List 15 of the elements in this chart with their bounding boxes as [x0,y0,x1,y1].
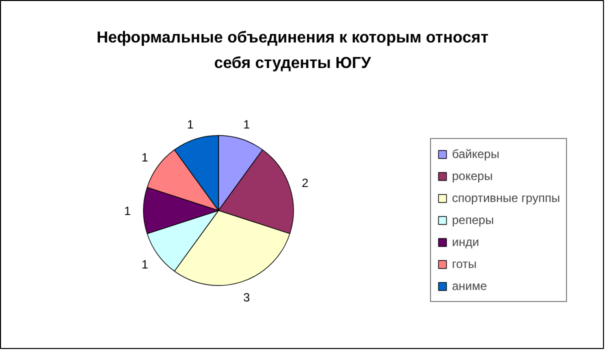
data-label: 3 [243,290,250,305]
legend-label: спортивные группы [452,190,560,207]
data-label: 1 [142,150,149,165]
data-label: 1 [124,204,132,218]
data-label: 2 [302,176,309,190]
data-label: 1 [243,117,250,132]
chart-title: Неформальные объединения к которым относят себя студенты ЮГУ [96,29,489,72]
legend-label: инди [452,234,480,251]
data-label: 1 [187,117,194,132]
data-label: 1 [142,257,149,272]
legend-label: байкеры [452,146,500,163]
legend-label: готы [452,256,477,273]
legend-label: аниме [452,278,487,295]
legend-label: рокеры [452,168,493,185]
legend-label: реперы [452,212,494,229]
